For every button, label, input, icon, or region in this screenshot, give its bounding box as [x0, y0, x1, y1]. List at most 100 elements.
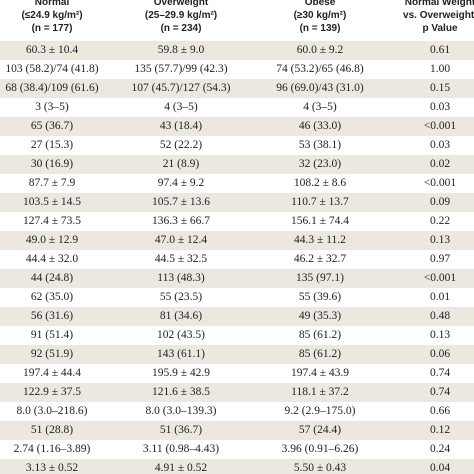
- table-cell: 0.02: [429, 158, 451, 170]
- table-row: 49.0 ± 12.9 47.0 ± 12.4 44.3 ± 11.2 0.13: [0, 231, 474, 250]
- table-cell: 107 (45.7)/127 (54.3): [131, 82, 231, 94]
- column-header: Normal (≤24.9 kg/m²) (n = 177): [0, 0, 112, 35]
- table-row: 44 (24.8) 113 (48.3) 135 (97.1) <0.001: [0, 269, 474, 288]
- table-cell: 0.06: [429, 348, 451, 360]
- table-cell: 0.12: [429, 424, 451, 436]
- table-cell: 0.03: [429, 101, 451, 113]
- header-line: vs. Overweight,: [403, 10, 474, 21]
- table-cell: 0.04: [429, 462, 451, 474]
- table-row: 103 (58.2)/74 (41.8) 135 (57.7)/99 (42.3)…: [0, 60, 474, 79]
- table-cell: 110.7 ± 13.7: [291, 196, 349, 208]
- column-header: Overweight (25–29.9 kg/m²) (n = 234): [112, 0, 250, 35]
- table-cell: 3.96 (0.91–6.26): [281, 443, 359, 455]
- table-cell: 92 (51.9): [30, 348, 74, 360]
- table-row: 62 (35.0) 55 (23.5) 55 (39.6) 0.01: [0, 288, 474, 307]
- table-cell: 44.5 ± 32.5: [154, 253, 208, 265]
- table-cell: 56 (31.6): [30, 310, 74, 322]
- table-cell: 1.00: [429, 63, 451, 75]
- table-row: 2.74 (1.16–3.89) 3.11 (0.98–4.43) 3.96 (0.…: [0, 440, 474, 459]
- header-line: (≥30 kg/m²): [293, 10, 347, 21]
- column-header: Normal Weight vs. Overweight, p Value: [395, 0, 474, 35]
- table-cell: 9.2 (2.9–175.0): [284, 405, 356, 417]
- table-cell: 0.22: [429, 215, 451, 227]
- table-cell: 55 (39.6): [298, 291, 342, 303]
- table-row: 103.5 ± 14.5 105.7 ± 13.6 110.7 ± 13.7 0.09: [0, 193, 474, 212]
- table-cell: 3 (3–5): [35, 101, 69, 113]
- table-cell: 3.13 ± 0.52: [25, 462, 79, 474]
- header-line: p Value: [422, 23, 458, 34]
- table-cell: 51 (28.8): [30, 424, 74, 436]
- table-cell: 44 (24.8): [30, 272, 74, 284]
- table-cell: 51 (36.7): [159, 424, 203, 436]
- table-row: 92 (51.9) 143 (61.1) 85 (61.2) 0.06: [0, 345, 474, 364]
- table-cell: 135 (57.7)/99 (42.3): [134, 63, 228, 75]
- table-cell: 97.4 ± 9.2: [157, 177, 205, 189]
- table-cell: 44.4 ± 32.0: [25, 253, 79, 265]
- table-cell: 53 (38.1): [298, 139, 342, 151]
- table-cell: 8.0 (3.0–139.3): [145, 405, 217, 417]
- table-cell: 0.66: [429, 405, 451, 417]
- table-cell: 81 (34.6): [159, 310, 203, 322]
- table-cell: 0.01: [429, 291, 451, 303]
- table-cell: 49 (35.3): [298, 310, 342, 322]
- table-cell: 113 (48.3): [157, 272, 205, 284]
- table-cell: 46.2 ± 32.7: [293, 253, 347, 265]
- table-cell: 30 (16.9): [30, 158, 74, 170]
- table-cell: 103 (58.2)/74 (41.8): [5, 63, 99, 75]
- table-cell: 3.11 (0.98–4.43): [142, 443, 220, 455]
- table-cell: <0.001: [423, 177, 457, 189]
- table-cell: 49.0 ± 12.9: [25, 234, 79, 246]
- header-line: (≤24.9 kg/m²): [21, 10, 83, 21]
- header-line: Normal: [34, 0, 70, 8]
- table-cell: 108.2 ± 8.6: [293, 177, 347, 189]
- table-cell: 197.4 ± 44.4: [22, 367, 82, 379]
- table-cell: 47.0 ± 12.4: [154, 234, 208, 246]
- table-cell: 0.48: [429, 310, 451, 322]
- table-cell: 68 (38.4)/109 (61.6): [5, 82, 99, 94]
- table-cell: 55 (23.5): [159, 291, 203, 303]
- table-row: 44.4 ± 32.0 44.5 ± 32.5 46.2 ± 32.7 0.97: [0, 250, 474, 269]
- table-cell: 197.4 ± 43.9: [290, 367, 350, 379]
- table-cell: 21 (8.9): [162, 158, 200, 170]
- table-cell: 43 (18.4): [159, 120, 203, 132]
- header-line: (n = 139): [299, 23, 341, 34]
- table-cell: 32 (23.0): [298, 158, 342, 170]
- table-cell: 122.9 ± 37.5: [22, 386, 82, 398]
- table-row: 30 (16.9) 21 (8.9) 32 (23.0) 0.02: [0, 155, 474, 174]
- table-row: 51 (28.8) 51 (36.7) 57 (24.4) 0.12: [0, 421, 474, 440]
- header-line: (25–29.9 kg/m²): [144, 10, 218, 21]
- table-cell: 60.0 ± 9.2: [296, 44, 344, 56]
- table-cell: 118.1 ± 37.2: [291, 386, 349, 398]
- table-cell: 121.6 ± 38.5: [151, 386, 211, 398]
- table-cell: 74 (53.2)/65 (46.8): [276, 63, 364, 75]
- table-cell: 2.74 (1.16–3.89): [13, 443, 91, 455]
- table-cell: 0.09: [429, 196, 451, 208]
- table-cell: 8.0 (3.0–218.6): [16, 405, 88, 417]
- header-line: Normal Weight: [404, 0, 474, 8]
- table-cell: 4 (3–5): [164, 101, 198, 113]
- table-cell: 0.24: [429, 443, 451, 455]
- table-cell: 0.13: [429, 234, 451, 246]
- table-cell: 27 (15.3): [30, 139, 74, 151]
- table-cell: 0.74: [429, 367, 451, 379]
- table-row: 27 (15.3) 52 (22.2) 53 (38.1) 0.03: [0, 136, 474, 155]
- table-cell: <0.001: [423, 120, 457, 132]
- table-row: 60.3 ± 10.4 59.8 ± 9.0 60.0 ± 9.2 0.61: [0, 41, 474, 60]
- table-cell: 59.8 ± 9.0: [157, 44, 205, 56]
- table-cell: <0.001: [423, 272, 457, 284]
- table-cell: 0.03: [429, 139, 451, 151]
- table-cell: 96 (69.0)/43 (31.0): [276, 82, 364, 94]
- table-cell: 65 (36.7): [30, 120, 74, 132]
- table-cell: 57 (24.4): [298, 424, 342, 436]
- table-cell: 85 (61.2): [298, 348, 342, 360]
- table-cell: 52 (22.2): [159, 139, 203, 151]
- header-line: (n = 234): [160, 23, 202, 34]
- table-cell: 46 (33.0): [298, 120, 342, 132]
- header-line: Obese: [304, 0, 336, 8]
- table-row: 197.4 ± 44.4 195.9 ± 42.9 197.4 ± 43.9 0.74: [0, 364, 474, 383]
- table-header: Normal (≤24.9 kg/m²) (n = 177) Overweight (2…: [0, 0, 474, 42]
- table-cell: 0.13: [429, 329, 451, 341]
- table-cell: 5.50 ± 0.43: [293, 462, 347, 474]
- table-cell: 4.91 ± 0.52: [154, 462, 208, 474]
